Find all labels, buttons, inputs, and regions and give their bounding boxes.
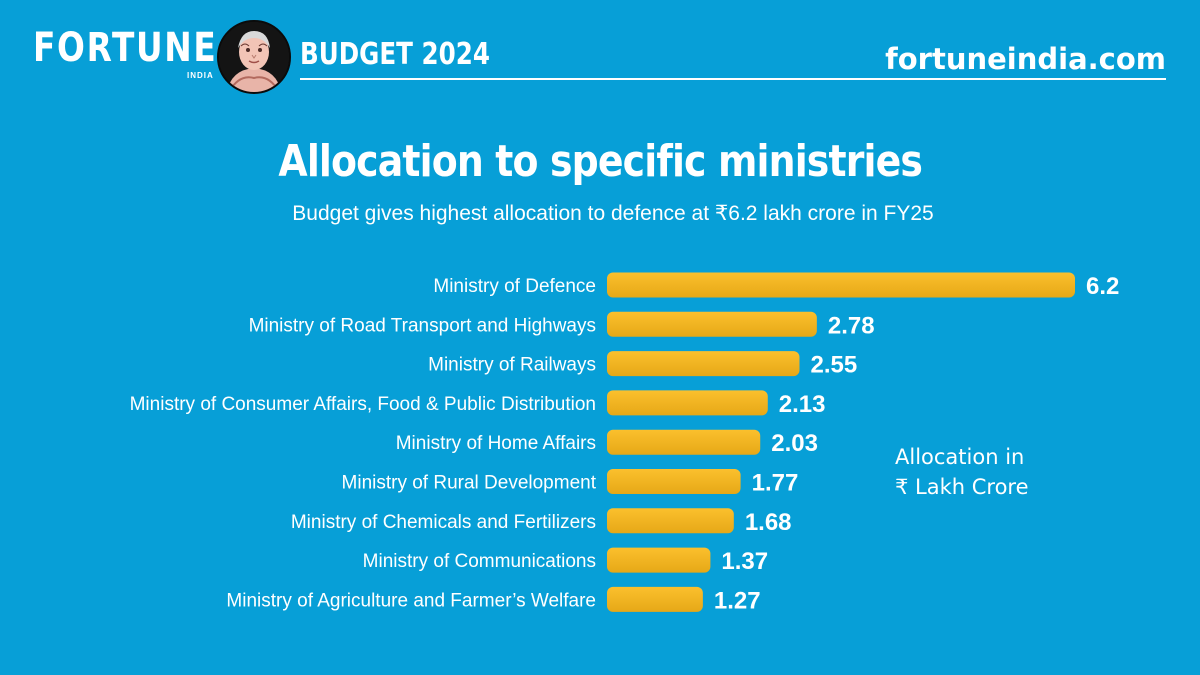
bar: [607, 351, 800, 377]
chart-subtitle: Budget gives highest allocation to defen…: [292, 202, 934, 225]
chart-title-text: Allocation to specific ministries: [278, 136, 923, 187]
category-label: Ministry of Defence: [433, 276, 596, 297]
brand-sub: INDIA: [187, 71, 214, 80]
budget-tag: BUDGET 2024: [300, 37, 490, 72]
category-label: Ministry of Agriculture and Farmer’s Wel…: [226, 590, 596, 611]
bar: [607, 311, 817, 337]
category-label: Ministry of Home Affairs: [396, 433, 596, 454]
value-label: 2.03: [771, 430, 818, 457]
brand-logo: FORTUNE INDIA: [33, 25, 258, 80]
value-label: 1.37: [721, 548, 768, 575]
unit-note-line-1: Allocation in: [895, 445, 1025, 469]
portrait-illustration: [219, 22, 289, 92]
value-label: 2.55: [810, 352, 857, 379]
value-label: 1.27: [714, 587, 761, 614]
portrait-avatar: [217, 20, 291, 94]
value-label: 1.77: [752, 470, 799, 497]
header-divider: [300, 78, 1166, 80]
category-label: Ministry of Consumer Affairs, Food & Pub…: [130, 394, 596, 415]
bar: [607, 547, 711, 573]
bar: [607, 272, 1075, 298]
bar: [607, 508, 734, 534]
bar: [607, 586, 703, 612]
unit-note-line-2: ₹ Lakh Crore: [895, 475, 1029, 499]
category-label: Ministry of Communications: [363, 551, 596, 572]
category-label: Ministry of Road Transport and Highways: [249, 315, 596, 336]
unit-note: Allocation in ₹ Lakh Crore: [895, 442, 1029, 502]
brand-name: FORTUNE: [33, 25, 218, 71]
category-label: Ministry of Chemicals and Fertilizers: [291, 512, 596, 533]
category-label: Ministry of Railways: [428, 355, 596, 376]
category-label: Ministry of Rural Development: [342, 473, 597, 494]
bar: [607, 429, 761, 455]
bar: [607, 390, 768, 416]
chart-title: Allocation to specific ministries: [0, 136, 1200, 188]
value-label: 6.2: [1086, 273, 1119, 300]
value-label: 2.78: [828, 312, 875, 339]
value-label: 2.13: [779, 391, 826, 418]
bar: [607, 469, 741, 494]
header: FORTUNE INDIA BUDGET 2024 fortuneindia.c…: [0, 0, 1200, 100]
value-label: 1.68: [745, 509, 792, 536]
site-url: fortuneindia.com: [885, 42, 1166, 76]
